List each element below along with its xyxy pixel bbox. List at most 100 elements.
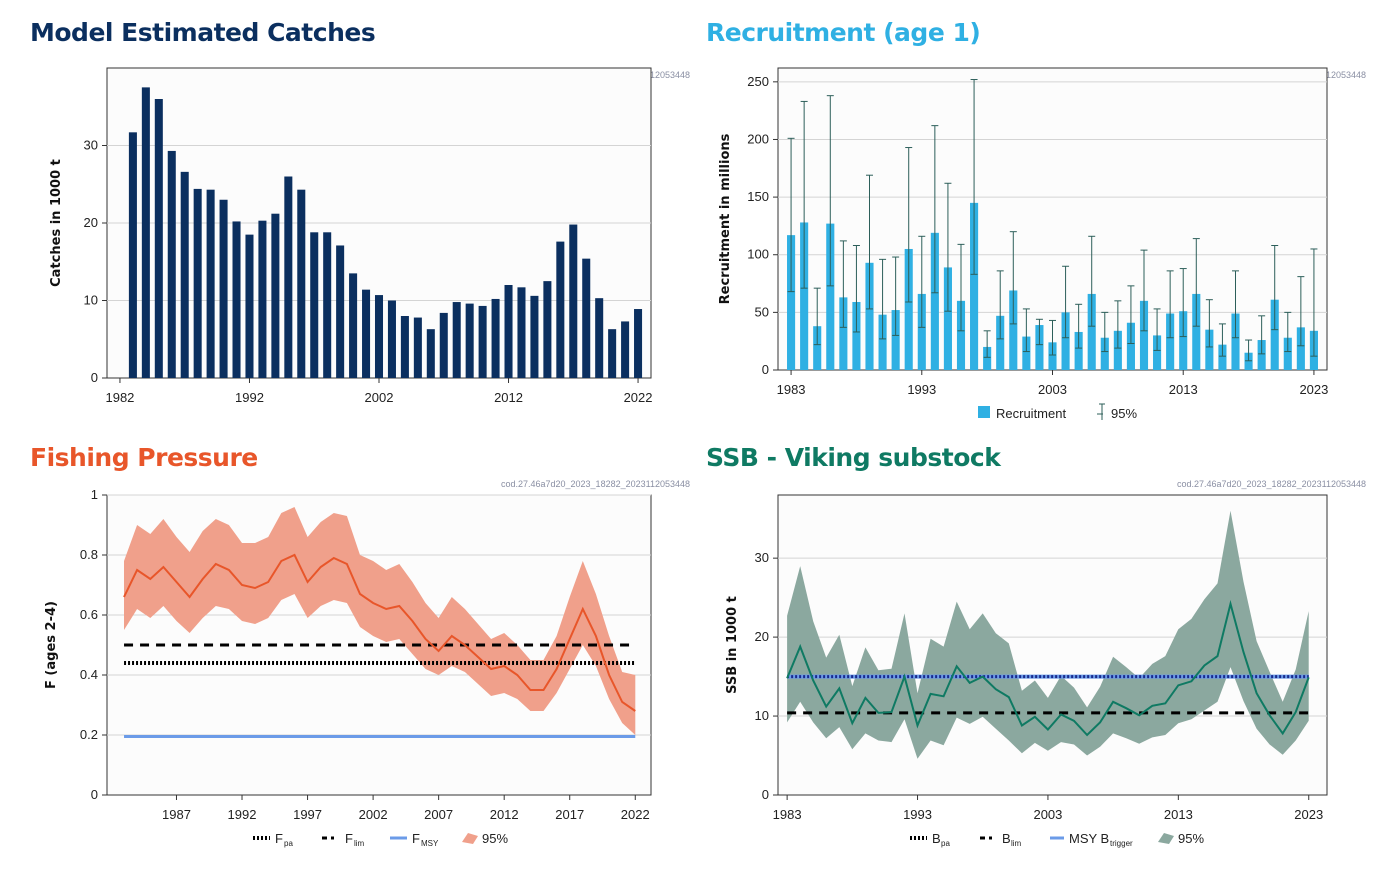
x-tick-label: 1992 bbox=[228, 807, 257, 822]
legend-sub-bpa: pa bbox=[941, 839, 950, 848]
legend-label-recruitment: Recruitment bbox=[996, 406, 1066, 421]
fishing-run-id: cod.27.46a7d20_2023_18282_2023112053448 bbox=[500, 479, 690, 489]
y-tick-label: 0 bbox=[762, 787, 769, 802]
catches-title: Model Estimated Catches bbox=[30, 18, 376, 47]
catch-bar bbox=[556, 241, 565, 378]
x-tick-label: 1982 bbox=[105, 390, 134, 405]
legend-label-ci: 95% bbox=[1111, 406, 1137, 421]
legend-label-ci: 95% bbox=[1178, 831, 1204, 846]
recruitment-bar bbox=[839, 297, 848, 370]
catch-bar bbox=[400, 316, 409, 378]
recruitment-bar bbox=[1022, 336, 1031, 370]
ssb-line bbox=[786, 599, 1310, 737]
catch-bar bbox=[284, 176, 293, 378]
x-tick-label: 2022 bbox=[621, 807, 650, 822]
y-tick-label: 0 bbox=[762, 362, 769, 377]
catch-bar bbox=[426, 329, 435, 378]
y-axis-label: SSB in 1000 t bbox=[725, 596, 740, 694]
recruitment-bar bbox=[1192, 293, 1201, 370]
x-tick-label: 1997 bbox=[293, 807, 322, 822]
recruitment-bar bbox=[787, 235, 796, 370]
y-tick-label: 10 bbox=[755, 708, 769, 723]
ssb-ci-band bbox=[787, 510, 1309, 759]
ssb-panel: SSB - Viking substock cod.27.46a7d20_202… bbox=[706, 443, 1366, 873]
catch-bar bbox=[323, 232, 332, 378]
ssb-title: SSB - Viking substock bbox=[706, 443, 1001, 472]
y-tick-label: 0.6 bbox=[80, 607, 98, 622]
catch-bar bbox=[349, 273, 358, 378]
y-axis-label: Catches in 1000 t bbox=[49, 159, 64, 287]
legend-swatch-ci bbox=[1158, 833, 1174, 844]
recruitment-bar bbox=[878, 314, 887, 370]
catch-bar bbox=[517, 287, 526, 378]
recruitment-bar bbox=[1244, 352, 1253, 370]
catch-bar bbox=[452, 302, 461, 378]
catch-bar bbox=[141, 87, 150, 378]
catch-bar bbox=[608, 329, 617, 378]
catch-bar bbox=[543, 281, 552, 378]
x-tick-label: 1983 bbox=[777, 382, 806, 397]
recruitment-chart: 0 50 100 150 200 250 1983 1993 2003 2013 2023 Recru… bbox=[718, 67, 1328, 421]
y-tick-label: 50 bbox=[755, 304, 769, 319]
x-tick-label: 2013 bbox=[1164, 807, 1193, 822]
x-tick-label: 1983 bbox=[773, 807, 802, 822]
x-tick-label: 2003 bbox=[1033, 807, 1062, 822]
catch-bar bbox=[491, 298, 500, 378]
y-axis-label: F (ages 2-4) bbox=[44, 601, 59, 689]
recruitment-bar bbox=[1113, 330, 1122, 370]
legend-swatch-ci bbox=[462, 833, 478, 844]
recruitment-bar bbox=[1087, 293, 1096, 370]
x-tick-label: 2023 bbox=[1299, 382, 1328, 397]
catch-bar bbox=[219, 199, 228, 378]
catch-bar bbox=[465, 303, 474, 378]
x-tick-label: 2012 bbox=[494, 390, 523, 405]
recruitment-bar bbox=[904, 248, 913, 370]
x-tick-label: 2003 bbox=[1038, 382, 1067, 397]
legend-label-ci: 95% bbox=[482, 831, 508, 846]
recruitment-bar bbox=[865, 262, 874, 370]
y-tick-label: 30 bbox=[84, 138, 98, 153]
x-tick-label: 2002 bbox=[359, 807, 388, 822]
x-tick-label: 2012 bbox=[490, 807, 519, 822]
catch-bar bbox=[478, 305, 487, 378]
y-tick-label: 10 bbox=[84, 293, 98, 308]
catch-bar bbox=[258, 220, 267, 378]
catches-panel: Model Estimated Catches cod.27.46a7d20_2… bbox=[30, 18, 690, 448]
catch-bar bbox=[297, 189, 306, 378]
catch-bar bbox=[362, 289, 371, 378]
recruitment-bar bbox=[1009, 290, 1018, 370]
y-tick-label: 0.8 bbox=[80, 547, 98, 562]
catch-bar bbox=[374, 295, 384, 378]
x-tick-label: 1993 bbox=[907, 382, 936, 397]
recruitment-bar bbox=[1231, 313, 1240, 370]
fishing-panel: Fishing Pressure cod.27.46a7d20_2023_182… bbox=[30, 443, 690, 873]
recruitment-bar bbox=[1074, 331, 1083, 370]
catches-chart: 0 10 20 30 1982 1992 2002 2012 2022 Catches in 10… bbox=[49, 67, 653, 405]
legend-label-flim: F bbox=[345, 831, 353, 846]
legend-label-msy-btrigger: MSY B bbox=[1069, 831, 1109, 846]
legend-sub-flim: lim bbox=[354, 839, 365, 848]
catch-bar bbox=[530, 295, 539, 378]
legend-swatch-recruitment bbox=[978, 406, 990, 418]
catch-bar bbox=[634, 309, 643, 378]
y-axis-label: Recruitment in millions bbox=[718, 133, 733, 304]
y-tick-label: 0.2 bbox=[80, 727, 98, 742]
x-tick-label: 2023 bbox=[1294, 807, 1323, 822]
catch-bar bbox=[180, 171, 189, 378]
recruitment-bar bbox=[930, 232, 939, 370]
recruitment-bar bbox=[1061, 312, 1070, 370]
recruitment-bar bbox=[1166, 313, 1175, 370]
x-tick-label: 1987 bbox=[162, 807, 191, 822]
x-tick-label: 1992 bbox=[235, 390, 264, 405]
legend-sub-blim: lim bbox=[1011, 839, 1022, 848]
y-tick-label: 250 bbox=[747, 74, 769, 89]
ssb-run-id: cod.27.46a7d20_2023_18282_2023112053448 bbox=[1176, 479, 1366, 489]
y-tick-label: 0 bbox=[91, 370, 98, 385]
recruitment-bar bbox=[891, 310, 900, 370]
recruitment-bar bbox=[1205, 329, 1214, 370]
recruitment-bar bbox=[1126, 322, 1135, 370]
catch-bar bbox=[206, 189, 215, 378]
catch-bar bbox=[336, 245, 345, 378]
catch-bar bbox=[232, 221, 241, 378]
legend-label-fmsy: F bbox=[412, 831, 420, 846]
